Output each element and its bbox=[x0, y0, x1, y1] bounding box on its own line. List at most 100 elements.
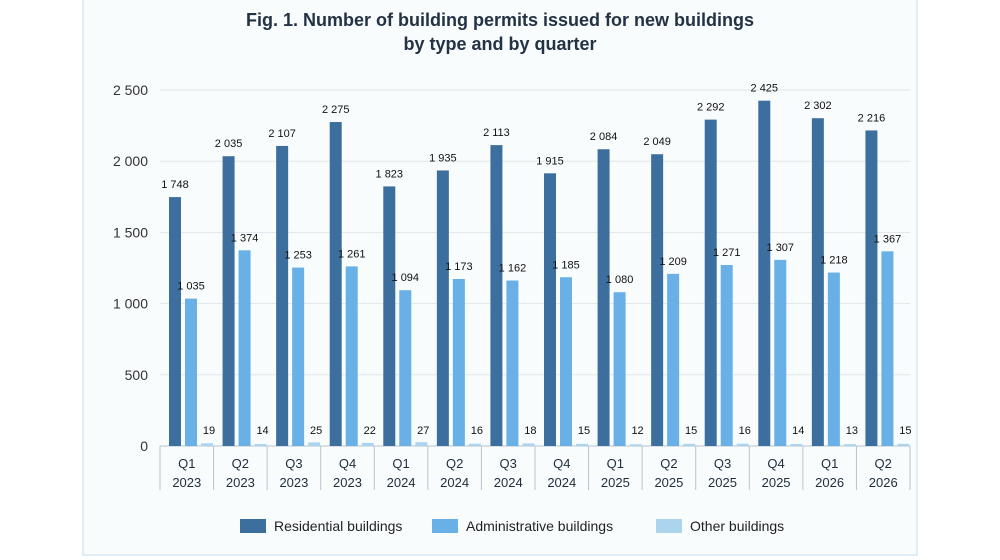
y-tick-label: 500 bbox=[125, 367, 149, 383]
x-tick-label-quarter: Q1 bbox=[178, 456, 195, 471]
x-tick-label-year: 2025 bbox=[708, 475, 737, 490]
bars bbox=[169, 100, 910, 447]
x-tick-label-quarter: Q1 bbox=[607, 456, 624, 471]
gridlines bbox=[160, 89, 910, 447]
bar-administrative bbox=[720, 265, 733, 446]
bar-other bbox=[522, 443, 535, 446]
x-tick-label-quarter: Q3 bbox=[500, 456, 517, 471]
data-label-other: 12 bbox=[631, 425, 643, 437]
data-label-administrative: 1 218 bbox=[820, 255, 848, 267]
bar-residential bbox=[544, 173, 556, 446]
bar-administrative bbox=[774, 259, 787, 446]
bar-residential bbox=[169, 197, 181, 446]
bar-administrative bbox=[667, 273, 680, 446]
data-label-other: 18 bbox=[524, 425, 536, 437]
bar-residential bbox=[276, 145, 289, 446]
data-label-administrative: 1 094 bbox=[392, 272, 420, 284]
data-label-administrative: 1 307 bbox=[767, 242, 795, 254]
data-label-residential: 2 425 bbox=[751, 83, 779, 95]
bar-residential bbox=[329, 122, 342, 446]
data-label-residential: 2 292 bbox=[697, 102, 725, 114]
data-label-administrative: 1 209 bbox=[659, 256, 687, 268]
data-label-administrative: 1 374 bbox=[231, 232, 259, 244]
bar-other bbox=[468, 443, 481, 446]
data-label-administrative: 1 367 bbox=[874, 233, 902, 245]
bar-residential bbox=[704, 119, 717, 446]
legend-swatch-residential bbox=[240, 519, 266, 533]
bar-administrative bbox=[613, 292, 626, 446]
legend-swatch-administrative bbox=[432, 519, 458, 533]
data-label-other: 16 bbox=[471, 425, 483, 437]
data-label-other: 15 bbox=[578, 425, 590, 437]
x-tick-label-year: 2025 bbox=[654, 475, 683, 490]
x-tick-label-year: 2026 bbox=[869, 475, 898, 490]
y-tick-label: 2 000 bbox=[113, 153, 148, 169]
data-label-other: 13 bbox=[846, 425, 858, 437]
bar-other bbox=[415, 442, 428, 446]
x-tick-label-year: 2025 bbox=[601, 475, 630, 490]
legend: Residential buildings Administrative buil… bbox=[240, 518, 784, 534]
bar-other bbox=[790, 444, 803, 446]
data-label-other: 14 bbox=[792, 425, 804, 437]
y-tick-label: 0 bbox=[140, 438, 148, 454]
x-tick-label-year: 2025 bbox=[762, 475, 791, 490]
x-tick-label-year: 2023 bbox=[226, 475, 255, 490]
x-tick-label-quarter: Q3 bbox=[285, 456, 302, 471]
chart-title: Fig. 1. Number of building permits issue… bbox=[0, 8, 1000, 56]
data-label-residential: 2 216 bbox=[858, 112, 886, 124]
legend-label-administrative: Administrative buildings bbox=[466, 518, 613, 534]
data-label-administrative: 1 173 bbox=[445, 261, 473, 273]
data-label-residential: 1 915 bbox=[536, 155, 564, 167]
bar-administrative bbox=[827, 272, 840, 446]
x-tick-label-quarter: Q2 bbox=[875, 456, 892, 471]
y-tick-label: 1 000 bbox=[113, 296, 148, 312]
bar-administrative bbox=[560, 277, 572, 446]
data-label-residential: 2 035 bbox=[215, 138, 243, 150]
x-tick-label-year: 2024 bbox=[387, 475, 416, 490]
bar-residential bbox=[383, 186, 396, 447]
bar-residential bbox=[436, 170, 449, 446]
data-label-residential: 1 748 bbox=[161, 179, 189, 191]
bar-other bbox=[629, 444, 642, 446]
data-label-residential: 2 084 bbox=[590, 131, 618, 143]
data-label-residential: 1 823 bbox=[376, 168, 404, 180]
legend-swatch-other bbox=[656, 519, 682, 533]
data-label-other: 27 bbox=[417, 425, 429, 437]
bar-other bbox=[201, 443, 213, 446]
data-label-residential: 2 275 bbox=[322, 104, 350, 116]
bar-administrative bbox=[238, 250, 251, 446]
x-tick-label-quarter: Q2 bbox=[446, 456, 463, 471]
x-tick-label-quarter: Q1 bbox=[392, 456, 409, 471]
x-tick-label-year: 2023 bbox=[172, 475, 201, 490]
data-label-residential: 2 113 bbox=[483, 127, 510, 139]
y-tick-label: 1 500 bbox=[113, 224, 148, 240]
bar-administrative bbox=[185, 298, 197, 446]
bar-residential bbox=[865, 130, 878, 447]
x-tick-label-year: 2023 bbox=[279, 475, 308, 490]
bar-residential bbox=[758, 100, 771, 447]
data-label-other: 14 bbox=[256, 425, 268, 437]
x-axis: Q1 2023 Q2 2023 Q3 2023 Q4 2023 Q1 2024 Q2 2024 Q3 20… bbox=[159, 446, 911, 490]
x-tick-label-quarter: Q2 bbox=[232, 456, 249, 471]
x-tick-label-quarter: Q1 bbox=[821, 456, 838, 471]
bar-administrative bbox=[452, 278, 465, 446]
bar-other bbox=[576, 443, 588, 446]
data-label-administrative: 1 271 bbox=[713, 247, 741, 259]
bar-administrative bbox=[345, 266, 358, 446]
x-tick-label-quarter: Q2 bbox=[660, 456, 677, 471]
bar-residential bbox=[490, 145, 503, 446]
x-tick-label-year: 2026 bbox=[815, 475, 844, 490]
data-label-residential: 1 935 bbox=[429, 152, 457, 164]
data-label-residential: 2 049 bbox=[643, 136, 671, 148]
y-axis: 0 500 1 000 1 500 2 000 2 500 bbox=[113, 82, 148, 454]
chart-title-line-2: by type and by quarter bbox=[403, 34, 597, 54]
x-tick-label-quarter: Q4 bbox=[339, 456, 356, 471]
bar-other bbox=[308, 442, 321, 446]
bar-other bbox=[897, 443, 910, 446]
x-tick-label-year: 2024 bbox=[440, 475, 469, 490]
data-label-other: 16 bbox=[739, 425, 751, 437]
bar-other bbox=[683, 443, 696, 446]
data-label-other: 15 bbox=[899, 425, 911, 437]
legend-label-other: Other buildings bbox=[690, 518, 784, 534]
